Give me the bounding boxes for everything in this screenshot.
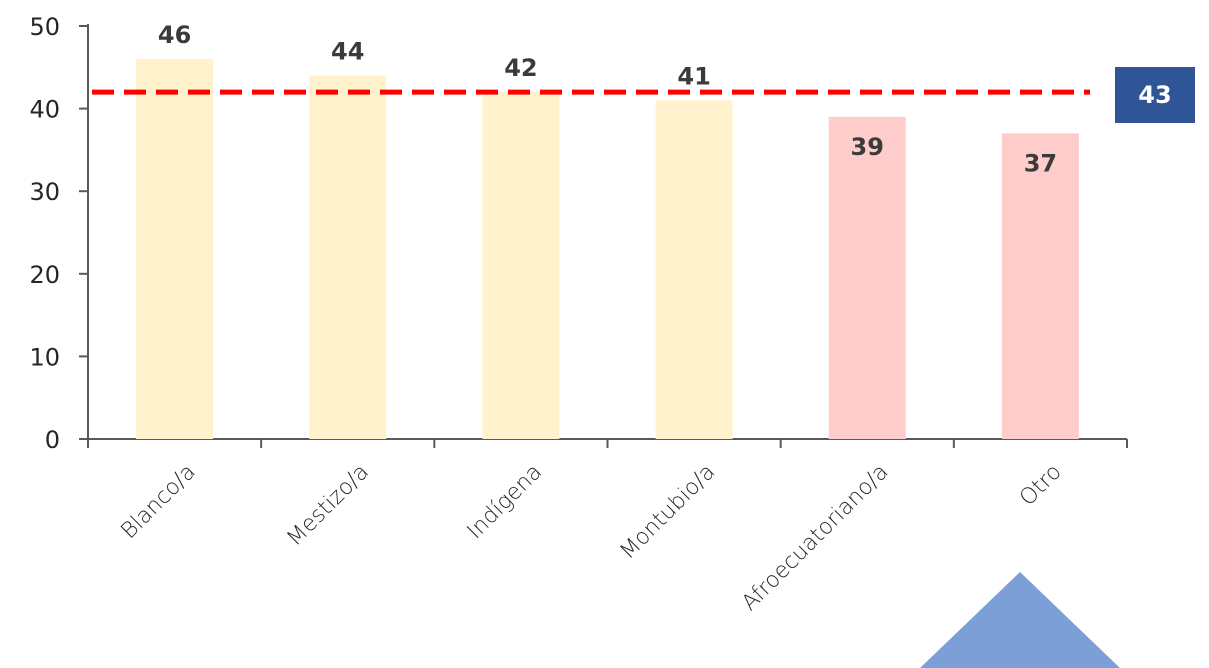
bar xyxy=(655,100,733,439)
bar xyxy=(482,92,560,439)
category-label: Blanco/a xyxy=(116,460,200,544)
x-axis xyxy=(87,438,1128,448)
y-tick-label: 40 xyxy=(29,96,60,124)
category-label: Montubio/a xyxy=(615,460,720,565)
category-label: Otro xyxy=(1015,460,1067,512)
data-label: 39 xyxy=(851,133,884,161)
bar xyxy=(136,59,214,439)
bars-group xyxy=(136,59,1079,440)
average-value-badge: 43 xyxy=(1115,67,1195,123)
data-labels-group: 46 44 42 41 39 37 xyxy=(158,21,1057,177)
category-label: Indígena xyxy=(463,460,548,545)
category-label: Afroecuatoriano/a xyxy=(737,460,893,616)
data-label: 41 xyxy=(677,62,710,90)
data-label: 37 xyxy=(1024,149,1057,177)
data-label: 42 xyxy=(504,54,537,82)
y-tick-label: 50 xyxy=(29,13,60,41)
category-label: Mestizo/a xyxy=(282,460,374,552)
y-tick-label: 10 xyxy=(29,343,60,371)
y-tick-label: 0 xyxy=(45,426,60,454)
y-axis: 0 10 20 30 40 50 xyxy=(29,13,89,454)
bar xyxy=(1001,133,1079,439)
bar xyxy=(309,75,387,439)
decorative-arrow-shape xyxy=(920,572,1120,668)
data-label: 46 xyxy=(158,21,191,49)
data-label: 44 xyxy=(331,38,364,66)
bar xyxy=(828,116,906,440)
y-tick-label: 30 xyxy=(29,178,60,206)
y-tick-label: 20 xyxy=(29,261,60,289)
